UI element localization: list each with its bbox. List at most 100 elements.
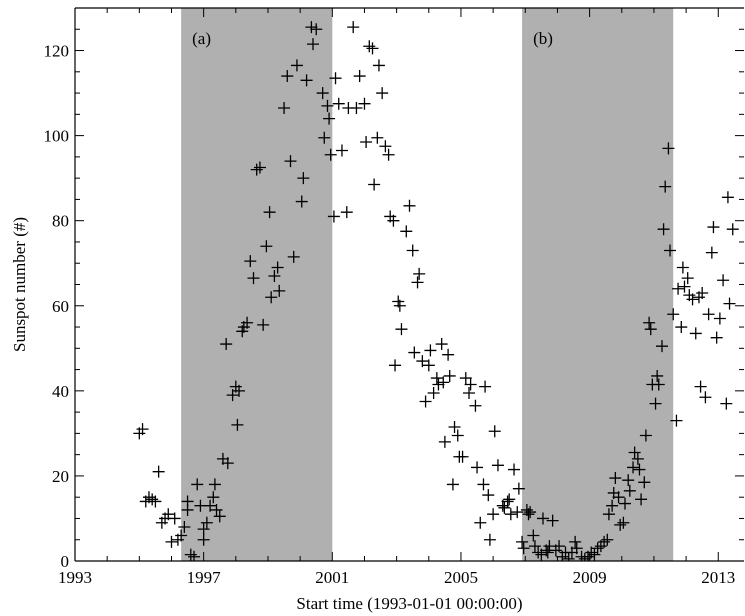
data-point: [657, 223, 670, 236]
data-point: [721, 191, 734, 204]
data-point: [639, 429, 652, 442]
data-point: [323, 112, 336, 125]
data-point: [162, 508, 175, 521]
data-point: [419, 395, 432, 408]
data-point: [527, 529, 540, 542]
data-point: [578, 552, 591, 561]
data-point: [508, 463, 521, 476]
data-point: [297, 172, 310, 185]
x-tick-label: 2001: [315, 568, 349, 587]
data-point: [382, 148, 395, 161]
data-point: [437, 376, 450, 389]
y-tick-label: 60: [52, 297, 69, 316]
data-point: [588, 548, 601, 561]
data-point: [207, 491, 220, 504]
data-point: [152, 465, 165, 478]
data-point: [310, 23, 323, 36]
data-point: [598, 535, 611, 548]
data-point: [446, 478, 459, 491]
data-point: [482, 489, 495, 502]
data-point: [655, 340, 668, 353]
data-point: [614, 518, 627, 531]
data-points: [133, 21, 739, 561]
y-axis-title: Sunspot number (#): [10, 217, 29, 352]
data-point: [702, 308, 715, 321]
data-point: [400, 225, 413, 238]
data-point: [726, 223, 739, 236]
data-point: [233, 384, 246, 397]
data-point: [602, 508, 615, 521]
data-point: [360, 135, 373, 148]
panel-label-0: (a): [192, 29, 211, 48]
data-point: [670, 414, 683, 427]
y-tick-label: 120: [44, 42, 70, 61]
data-point: [633, 463, 646, 476]
x-tick-label: 1993: [58, 568, 92, 587]
data-point: [501, 495, 514, 508]
data-point: [424, 344, 437, 357]
data-point: [273, 284, 286, 297]
data-point: [686, 293, 699, 306]
data-point: [659, 180, 672, 193]
data-point: [178, 520, 191, 533]
data-point: [618, 497, 631, 510]
data-point: [696, 287, 709, 300]
data-point: [477, 478, 490, 491]
data-point: [340, 206, 353, 219]
data-point: [459, 372, 472, 385]
data-point: [332, 97, 345, 110]
data-point: [638, 476, 651, 489]
data-point: [165, 535, 178, 548]
data-point: [689, 327, 702, 340]
data-point: [430, 372, 443, 385]
data-point: [474, 516, 487, 529]
data-point: [200, 516, 213, 529]
data-point: [522, 508, 535, 521]
data-point: [358, 97, 371, 110]
y-tick-label: 0: [61, 552, 70, 571]
data-point: [175, 529, 188, 542]
shaded-region-0: [181, 8, 333, 561]
data-point: [271, 261, 284, 274]
data-point: [644, 323, 657, 336]
data-point: [321, 99, 334, 112]
data-point: [376, 87, 389, 100]
data-point: [221, 457, 234, 470]
data-point: [210, 503, 223, 516]
x-tick-label: 2013: [701, 568, 735, 587]
data-point: [562, 552, 575, 561]
data-point: [268, 269, 281, 282]
data-point: [300, 74, 313, 87]
data-point: [181, 495, 194, 508]
data-point: [570, 542, 583, 555]
shaded-regions: [181, 8, 674, 561]
data-point: [627, 461, 640, 474]
data-point: [635, 493, 648, 506]
data-point: [456, 450, 469, 463]
data-point: [676, 261, 689, 274]
data-point: [628, 446, 641, 459]
data-point: [353, 70, 366, 83]
data-point: [250, 163, 263, 176]
data-point: [318, 131, 331, 144]
data-point: [327, 210, 340, 223]
data-point: [717, 274, 730, 287]
data-point: [408, 346, 421, 359]
x-tick-label: 2009: [573, 568, 607, 587]
data-point: [220, 338, 233, 351]
data-point: [512, 482, 525, 495]
data-point: [681, 272, 694, 285]
data-point: [226, 389, 239, 402]
data-point: [208, 478, 221, 491]
data-point: [488, 425, 501, 438]
data-point: [442, 348, 455, 361]
data-point: [393, 299, 406, 312]
data-point: [498, 501, 511, 514]
data-point: [149, 495, 162, 508]
data-point: [606, 499, 619, 512]
data-point: [713, 312, 726, 325]
data-point: [536, 512, 549, 525]
data-point: [623, 484, 636, 497]
data-point: [463, 386, 476, 399]
data-point: [197, 523, 210, 536]
